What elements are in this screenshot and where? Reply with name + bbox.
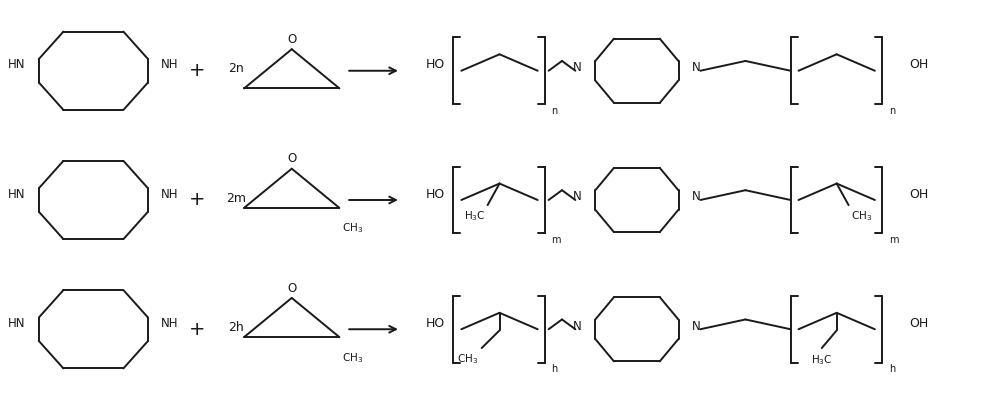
- Text: OH: OH: [910, 317, 929, 330]
- Text: m: m: [552, 235, 561, 245]
- Text: NH: NH: [161, 188, 179, 201]
- Text: HO: HO: [426, 317, 445, 330]
- Text: H$_3$C: H$_3$C: [464, 209, 486, 223]
- Text: +: +: [189, 61, 206, 80]
- Text: OH: OH: [910, 188, 929, 201]
- Text: n: n: [552, 106, 558, 116]
- Text: N: N: [573, 190, 582, 203]
- Text: CH$_3$: CH$_3$: [851, 209, 872, 223]
- Text: N: N: [692, 190, 701, 203]
- Text: HN: HN: [8, 188, 26, 201]
- Text: N: N: [692, 320, 701, 332]
- Text: H$_3$C: H$_3$C: [811, 353, 833, 366]
- Text: n: n: [889, 106, 895, 116]
- Text: CH$_3$: CH$_3$: [457, 352, 479, 366]
- Text: CH$_3$: CH$_3$: [342, 351, 364, 364]
- Text: N: N: [692, 61, 701, 74]
- Text: HN: HN: [8, 317, 26, 330]
- Text: NH: NH: [161, 58, 179, 71]
- Text: N: N: [573, 320, 582, 332]
- Text: N: N: [573, 61, 582, 74]
- Text: h: h: [889, 364, 895, 374]
- Text: 2n: 2n: [228, 62, 244, 75]
- Text: 2m: 2m: [226, 192, 246, 204]
- Text: 2h: 2h: [228, 321, 244, 334]
- Text: h: h: [552, 364, 558, 374]
- Text: +: +: [189, 190, 206, 210]
- Text: NH: NH: [161, 317, 179, 330]
- Text: +: +: [189, 320, 206, 339]
- Text: O: O: [287, 282, 296, 295]
- Text: O: O: [287, 152, 296, 165]
- Text: m: m: [889, 235, 898, 245]
- Text: HO: HO: [426, 188, 445, 201]
- Text: CH$_3$: CH$_3$: [342, 222, 364, 235]
- Text: HO: HO: [426, 58, 445, 71]
- Text: O: O: [287, 33, 296, 46]
- Text: OH: OH: [910, 58, 929, 71]
- Text: HN: HN: [8, 58, 26, 71]
